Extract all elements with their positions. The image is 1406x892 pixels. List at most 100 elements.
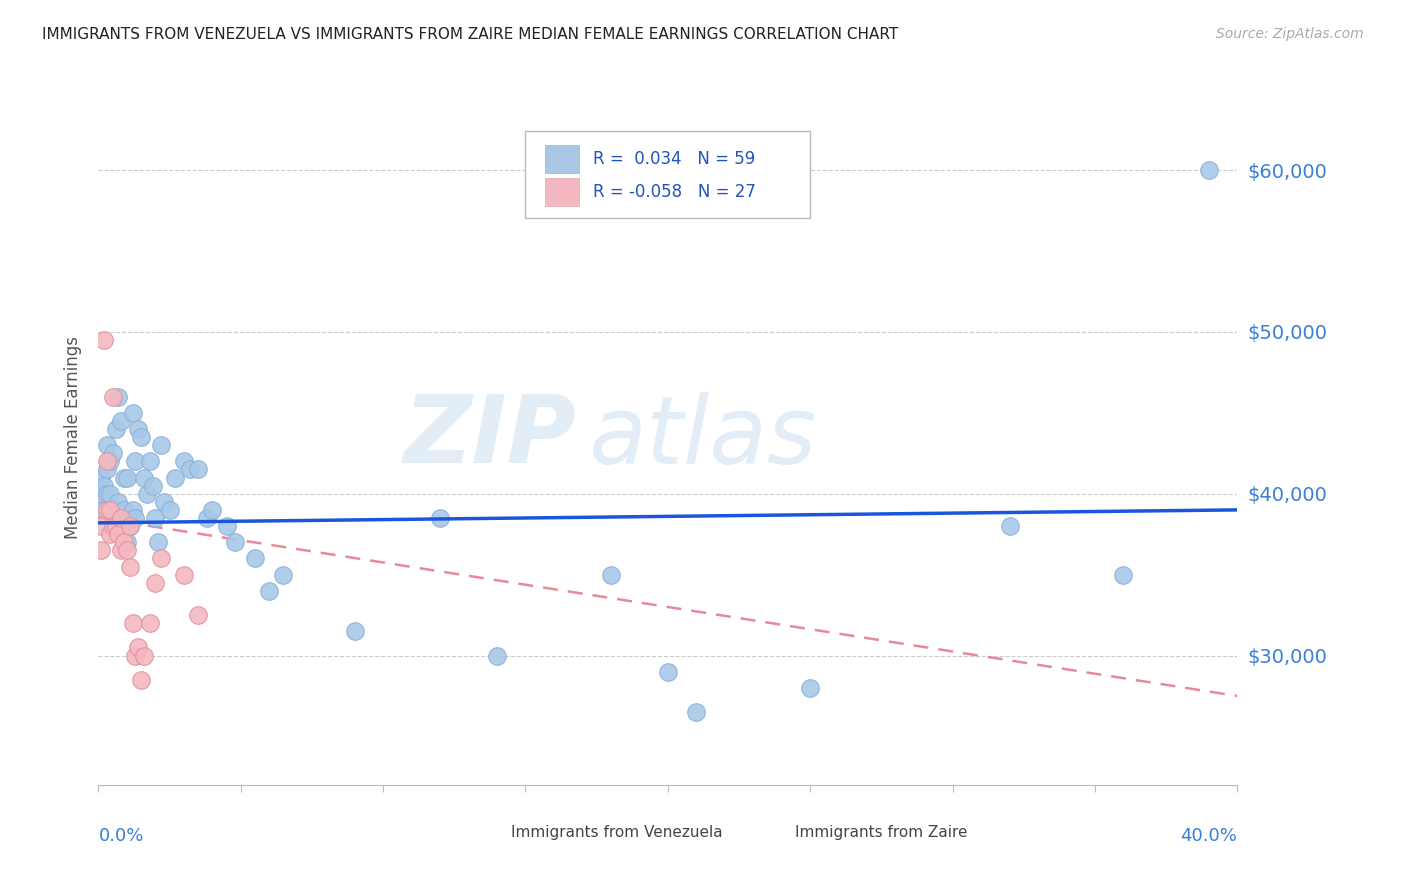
Point	[104, 503, 127, 517]
Point	[1112, 567, 1135, 582]
Point	[93, 478, 115, 492]
Point	[1198, 163, 1220, 178]
Point	[201, 503, 224, 517]
Text: R =  0.034   N = 59: R = 0.034 N = 59	[593, 150, 755, 168]
Text: Source: ZipAtlas.com: Source: ZipAtlas.com	[1216, 27, 1364, 41]
Point	[121, 406, 143, 420]
Bar	[546, 145, 579, 173]
Point	[259, 583, 281, 598]
Point	[112, 535, 135, 549]
Point	[96, 438, 118, 452]
Point	[600, 567, 623, 582]
Text: ZIP: ZIP	[404, 391, 576, 483]
Point	[112, 503, 135, 517]
Point	[685, 705, 707, 719]
Point	[243, 551, 266, 566]
Point	[224, 535, 246, 549]
Point	[98, 454, 121, 468]
Point	[486, 648, 509, 663]
Point	[96, 486, 118, 500]
Point	[98, 486, 121, 500]
Point	[93, 333, 115, 347]
Point	[145, 511, 167, 525]
Point	[145, 575, 167, 590]
Point	[90, 470, 112, 484]
Point	[429, 511, 451, 525]
Point	[101, 390, 124, 404]
Point	[187, 608, 209, 623]
Point	[124, 454, 146, 468]
Text: atlas: atlas	[588, 392, 817, 483]
Point	[150, 438, 173, 452]
Bar	[759, 822, 785, 844]
Point	[132, 648, 155, 663]
Point	[90, 486, 112, 500]
Point	[96, 503, 118, 517]
Point	[187, 462, 209, 476]
Y-axis label: Median Female Earnings: Median Female Earnings	[63, 335, 82, 539]
Text: Immigrants from Zaire: Immigrants from Zaire	[796, 825, 967, 840]
Point	[173, 567, 195, 582]
Point	[110, 519, 132, 533]
Text: Immigrants from Venezuela: Immigrants from Venezuela	[510, 825, 723, 840]
Point	[657, 665, 679, 679]
Point	[179, 462, 201, 476]
Point	[118, 519, 141, 533]
Point	[115, 535, 138, 549]
Point	[101, 519, 124, 533]
Point	[148, 535, 170, 549]
Point	[138, 454, 160, 468]
Point	[124, 648, 146, 663]
Point	[101, 511, 124, 525]
Point	[150, 551, 173, 566]
Point	[115, 470, 138, 484]
Point	[107, 390, 129, 404]
Point	[138, 616, 160, 631]
Point	[90, 543, 112, 558]
Point	[96, 462, 118, 476]
Point	[101, 446, 124, 460]
Bar	[546, 178, 579, 206]
Point	[129, 430, 152, 444]
Point	[118, 559, 141, 574]
Point	[132, 470, 155, 484]
Point	[98, 503, 121, 517]
Point	[90, 519, 112, 533]
Point	[159, 503, 181, 517]
Point	[104, 422, 127, 436]
Point	[93, 503, 115, 517]
Point	[107, 527, 129, 541]
Point	[195, 511, 218, 525]
Point	[115, 543, 138, 558]
Point	[129, 673, 152, 687]
FancyBboxPatch shape	[526, 131, 810, 218]
Point	[118, 519, 141, 533]
Text: 0.0%: 0.0%	[98, 827, 143, 845]
Text: R = -0.058   N = 27: R = -0.058 N = 27	[593, 183, 755, 202]
Point	[127, 640, 149, 655]
Bar	[474, 822, 499, 844]
Point	[124, 511, 146, 525]
Point	[273, 567, 295, 582]
Text: IMMIGRANTS FROM VENEZUELA VS IMMIGRANTS FROM ZAIRE MEDIAN FEMALE EARNINGS CORREL: IMMIGRANTS FROM VENEZUELA VS IMMIGRANTS …	[42, 27, 898, 42]
Point	[110, 414, 132, 428]
Point	[110, 543, 132, 558]
Point	[107, 495, 129, 509]
Point	[799, 681, 821, 695]
Point	[153, 495, 176, 509]
Point	[127, 422, 149, 436]
Point	[104, 519, 127, 533]
Text: 40.0%: 40.0%	[1181, 827, 1237, 845]
Point	[96, 454, 118, 468]
Point	[110, 511, 132, 525]
Point	[998, 519, 1021, 533]
Point	[165, 470, 187, 484]
Point	[121, 616, 143, 631]
Point	[343, 624, 366, 639]
Point	[173, 454, 195, 468]
Point	[215, 519, 238, 533]
Point	[135, 486, 157, 500]
Point	[98, 503, 121, 517]
Point	[121, 503, 143, 517]
Point	[98, 527, 121, 541]
